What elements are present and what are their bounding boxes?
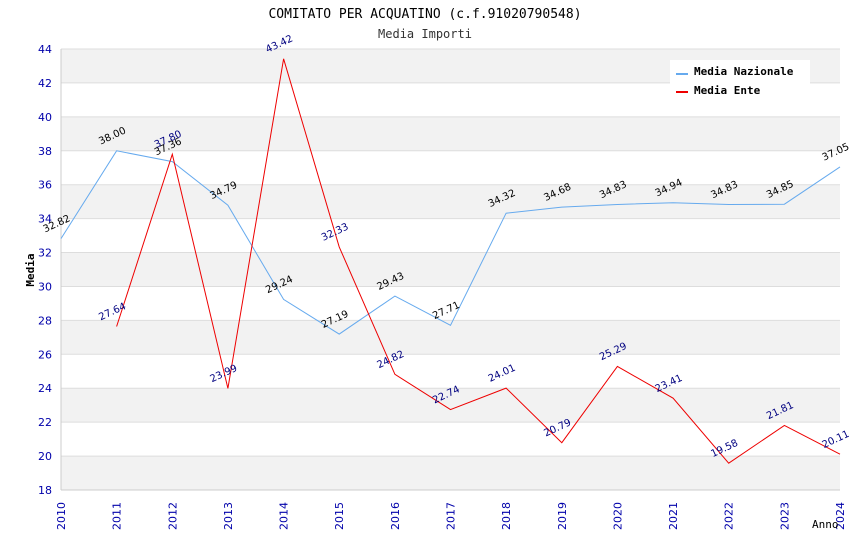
y-tick-label: 22 [38,416,52,429]
x-axis-ticks: 2010 2011 2012 2013 2014 2015 2016 2017 2018 2019… [55,502,847,530]
x-tick-label: 2023 [778,502,791,530]
x-tick-label: 2014 [278,502,291,530]
x-tick-label: 2010 [55,502,68,530]
y-tick-label: 42 [38,77,52,90]
legend-label-ente: Media Ente [694,84,761,97]
x-tick-label: 2024 [834,502,847,530]
x-tick-label: 2018 [500,502,513,530]
y-axis-label: Media [24,253,37,286]
chart-subtitle: Media Importi [378,27,472,41]
legend-label-nazionale: Media Nazionale [694,65,794,78]
data-label-ente: 23.99 [209,363,240,385]
y-tick-label: 38 [38,145,52,158]
series-line-media-ente [116,58,841,464]
grid-band [61,116,840,151]
chart-title: COMITATO PER ACQUATINO (c.f.91020790548) [268,7,581,22]
data-label-ente: 20.11 [821,429,850,451]
y-tick-label: 20 [38,450,52,463]
y-tick-label: 26 [38,348,52,361]
grid-bands [61,49,840,490]
y-axis-ticks: 18 20 22 24 26 28 30 32 34 36 38 40 42 44 [38,43,52,497]
x-tick-label: 2011 [111,502,124,530]
y-tick-label: 30 [38,280,52,293]
legend-box [670,60,810,102]
y-tick-label: 18 [38,484,52,497]
data-label-nazionale: 27.71 [431,300,462,322]
legend: Media Nazionale Media Ente [670,60,810,102]
grid-band [61,388,840,423]
x-tick-label: 2021 [667,502,680,530]
grid-lines [61,48,840,491]
data-label-ente: 24.01 [487,363,518,385]
x-tick-label: 2016 [389,502,402,530]
y-tick-label: 40 [38,111,52,124]
grid-band [61,184,840,219]
y-tick-label: 32 [38,247,52,260]
grid-band [61,320,840,355]
x-tick-label: 2013 [222,502,235,530]
y-tick-label: 28 [38,314,52,327]
x-tick-label: 2019 [556,502,569,530]
y-tick-label: 44 [38,43,52,56]
y-tick-label: 24 [38,382,52,395]
grid-band [61,456,840,490]
y-tick-label: 36 [38,179,52,192]
grid-band [61,252,840,287]
data-label-ente: 32.33 [320,222,351,244]
x-tick-label: 2017 [445,502,458,530]
y-tick-label: 34 [38,213,52,226]
x-tick-label: 2020 [611,502,624,530]
x-tick-label: 2012 [166,502,179,530]
x-tick-label: 2022 [723,502,736,530]
x-axis-label: Anno [812,518,839,531]
x-tick-label: 2015 [333,502,346,530]
series-lines [60,58,841,464]
series-line-media-nazionale [60,150,841,335]
